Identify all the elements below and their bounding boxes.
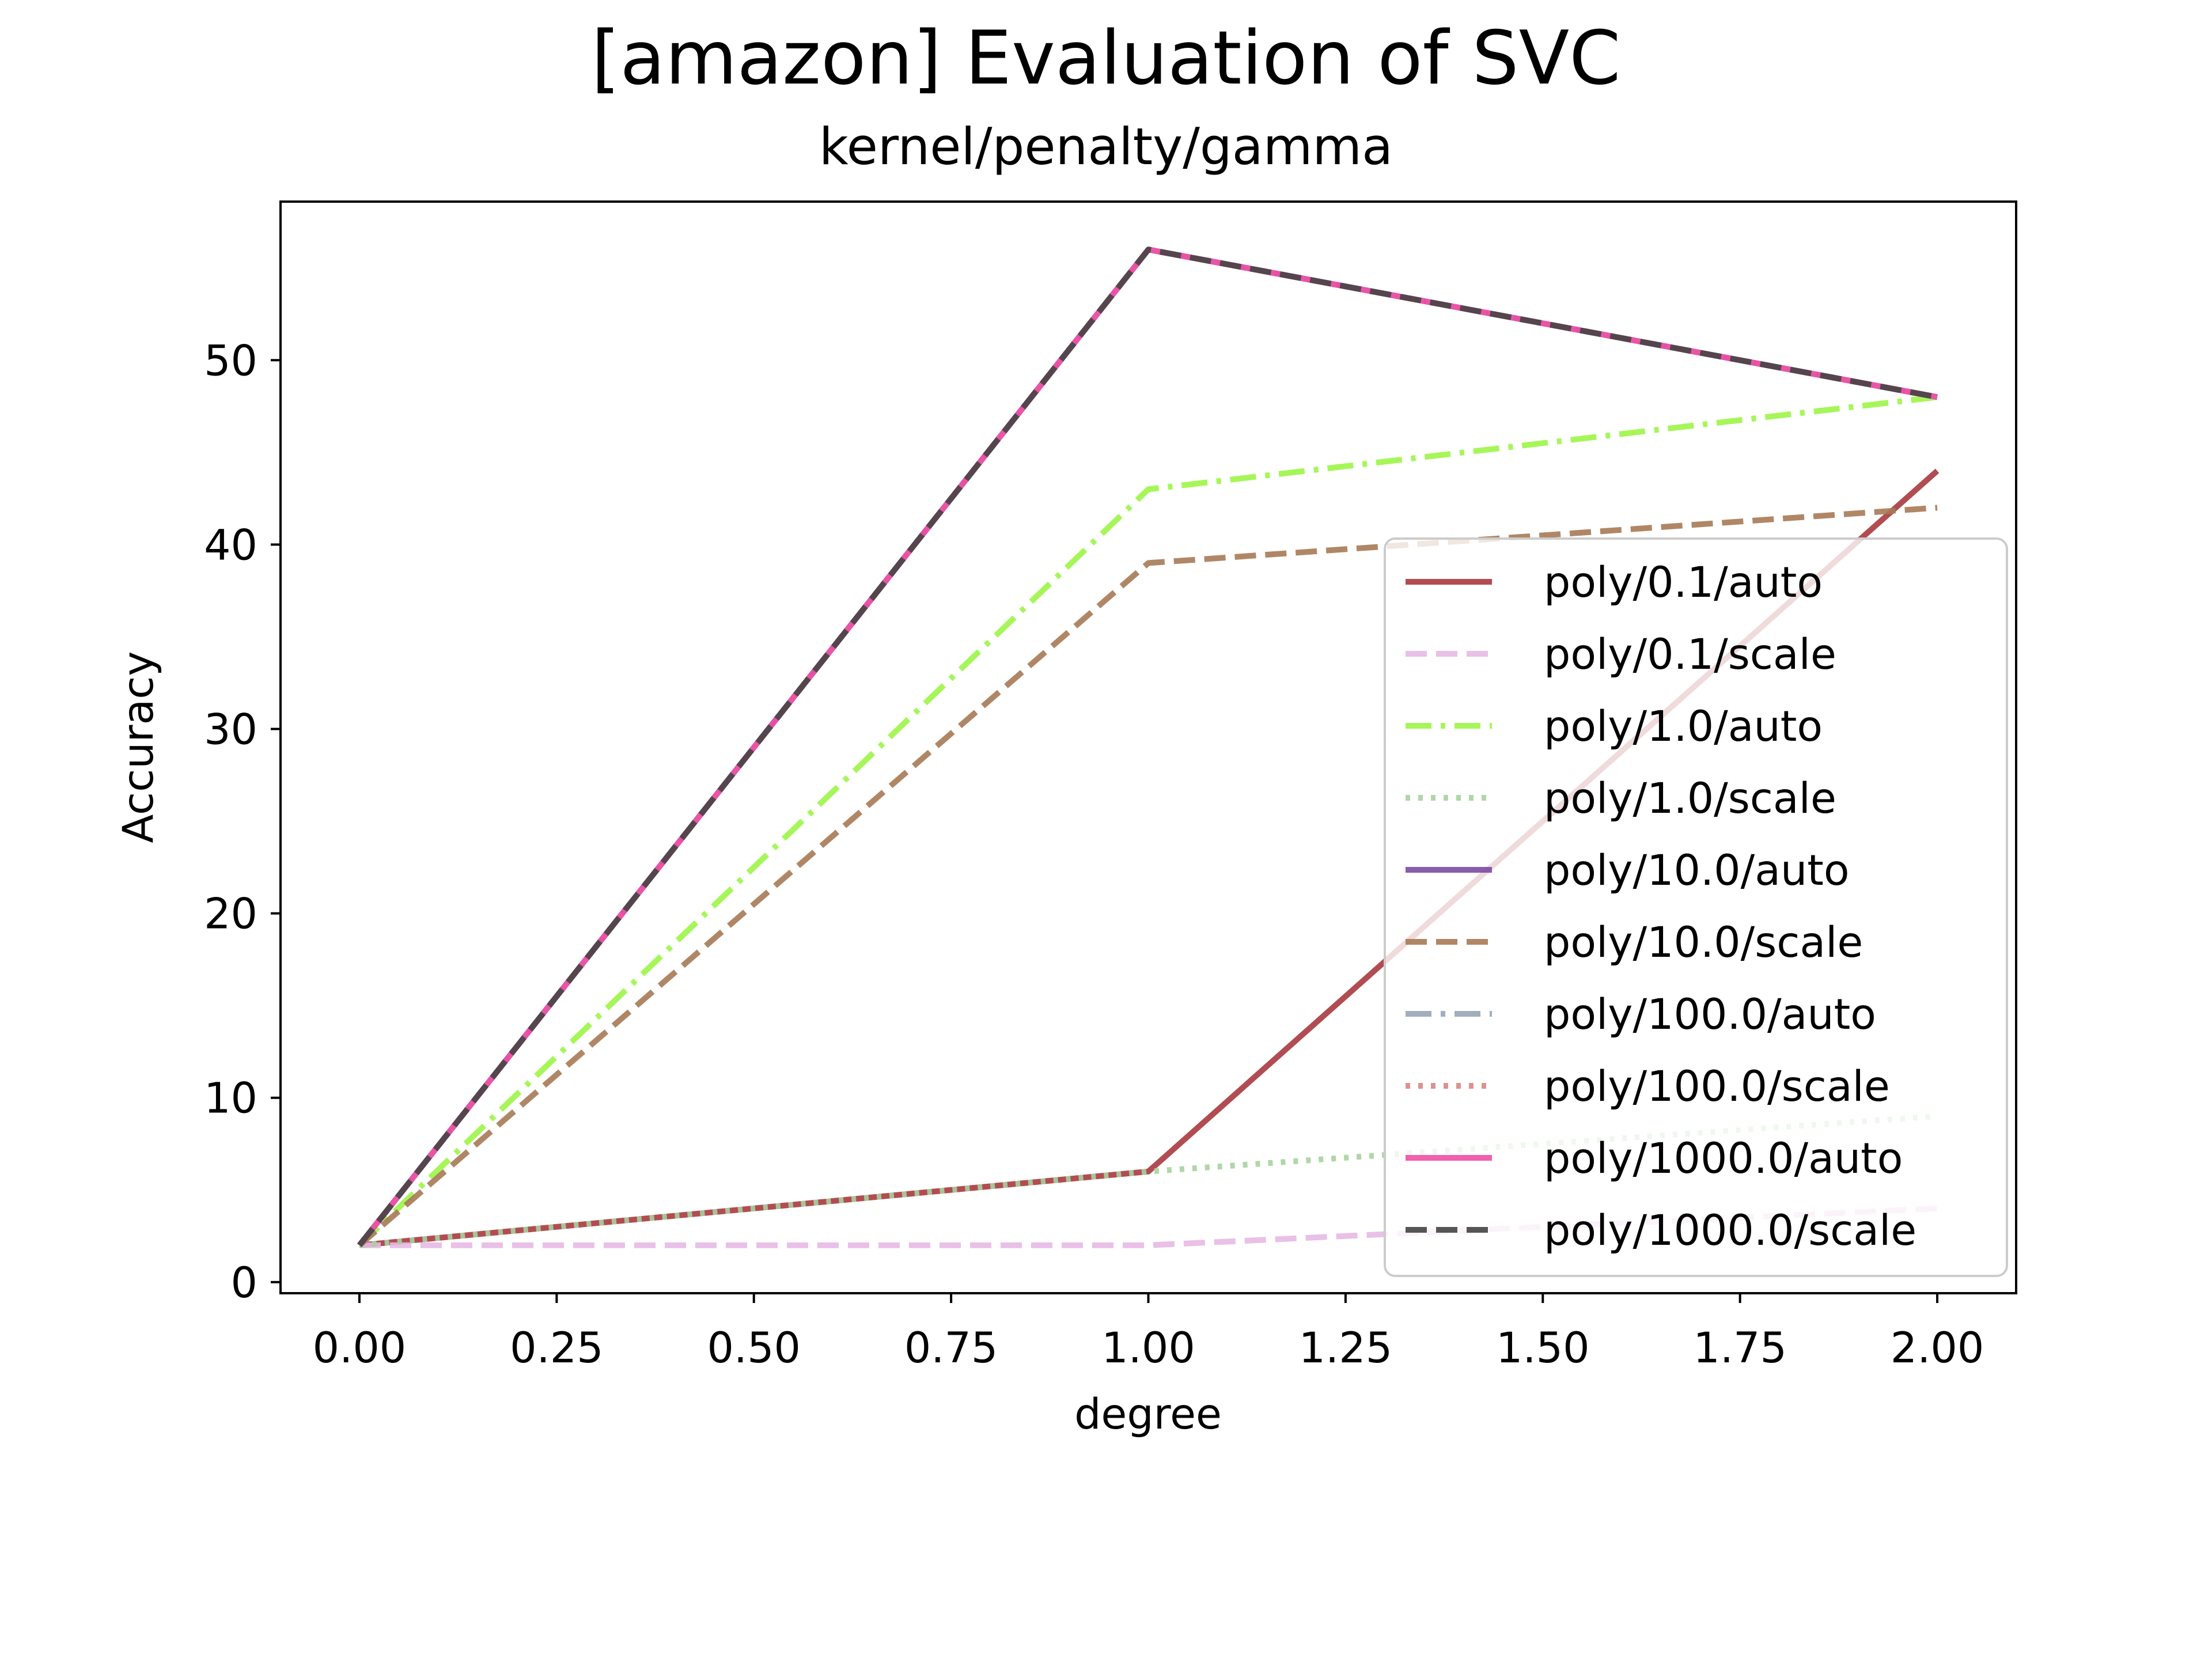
y-tick-label: 40	[204, 521, 257, 570]
x-tick-label: 1.50	[1496, 1324, 1590, 1373]
legend-label: poly/1000.0/auto	[1544, 1134, 1903, 1183]
y-tick-label: 50	[204, 336, 257, 385]
legend-label: poly/0.1/scale	[1544, 630, 1836, 679]
legend-label: poly/1.0/scale	[1544, 774, 1836, 823]
legend-label: poly/100.0/auto	[1544, 990, 1876, 1039]
legend-label: poly/100.0/scale	[1544, 1062, 1890, 1111]
chart-title: [amazon] Evaluation of SVC	[591, 16, 1620, 101]
series-line	[357, 505, 1938, 1248]
x-tick-label: 1.00	[1101, 1324, 1195, 1373]
legend-label: poly/10.0/scale	[1544, 918, 1863, 967]
x-axis-label: degree	[1074, 1390, 1222, 1439]
series-line	[357, 394, 1938, 1248]
legend: poly/0.1/auto poly/0.1/scale poly/1.0/auto…	[1384, 537, 2008, 1277]
x-tick-label: 0.00	[313, 1324, 407, 1373]
y-tick-label: 30	[204, 705, 257, 754]
x-tick-label: 0.50	[707, 1324, 801, 1373]
series-line	[357, 247, 1938, 1247]
chart-subtitle: kernel/penalty/gamma	[819, 117, 1393, 176]
y-tick-label: 0	[231, 1259, 257, 1308]
legend-label: poly/1.0/auto	[1544, 702, 1823, 751]
legend-items: poly/0.1/auto poly/0.1/scale poly/1.0/auto…	[1406, 558, 1916, 1255]
x-tick-label: 1.75	[1693, 1324, 1787, 1373]
x-axis: 0.00 0.25 0.50 0.75 1.00 1.25 1.50 1.75 2.00	[313, 1293, 1984, 1373]
legend-label: poly/10.0/auto	[1544, 846, 1850, 895]
y-tick-label: 10	[204, 1074, 257, 1123]
legend-label: poly/1000.0/scale	[1544, 1206, 1916, 1255]
legend-label: poly/0.1/auto	[1544, 558, 1823, 607]
x-tick-label: 2.00	[1891, 1324, 1984, 1373]
x-tick-label: 0.25	[510, 1324, 604, 1373]
y-tick-label: 20	[204, 890, 257, 939]
y-axis-label: Accuracy	[114, 651, 163, 843]
y-axis: 0 10 20 30 40 50	[204, 336, 281, 1308]
x-tick-label: 0.75	[904, 1324, 998, 1373]
legend-frame	[1384, 537, 2008, 1277]
x-tick-label: 1.25	[1299, 1324, 1393, 1373]
